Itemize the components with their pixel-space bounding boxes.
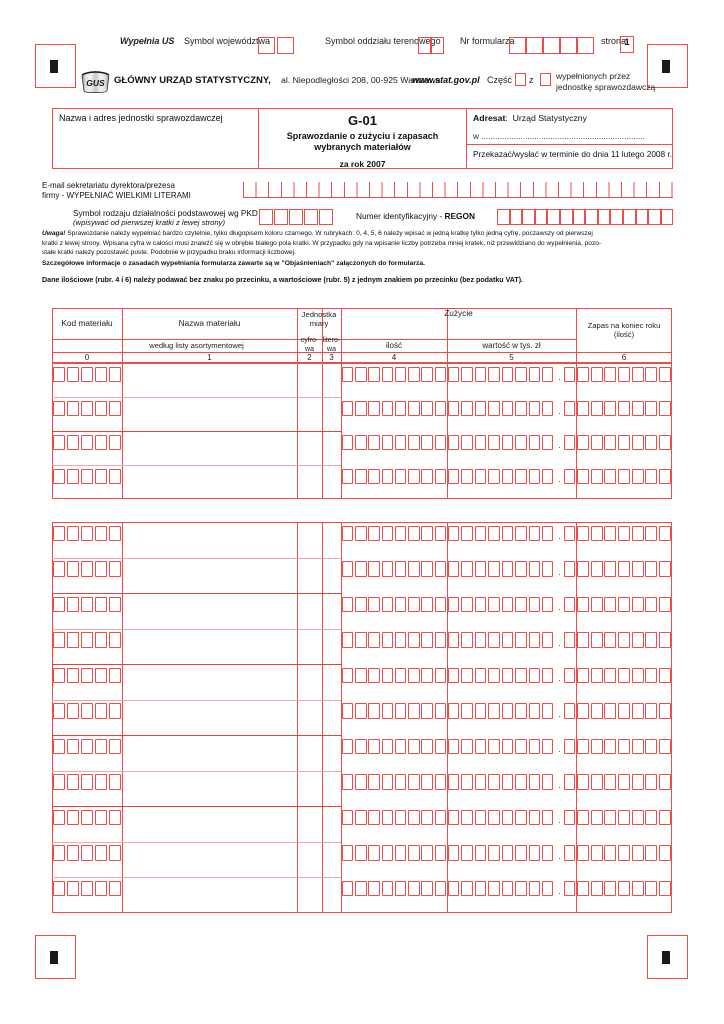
svg-text:GUS: GUS	[86, 78, 105, 88]
